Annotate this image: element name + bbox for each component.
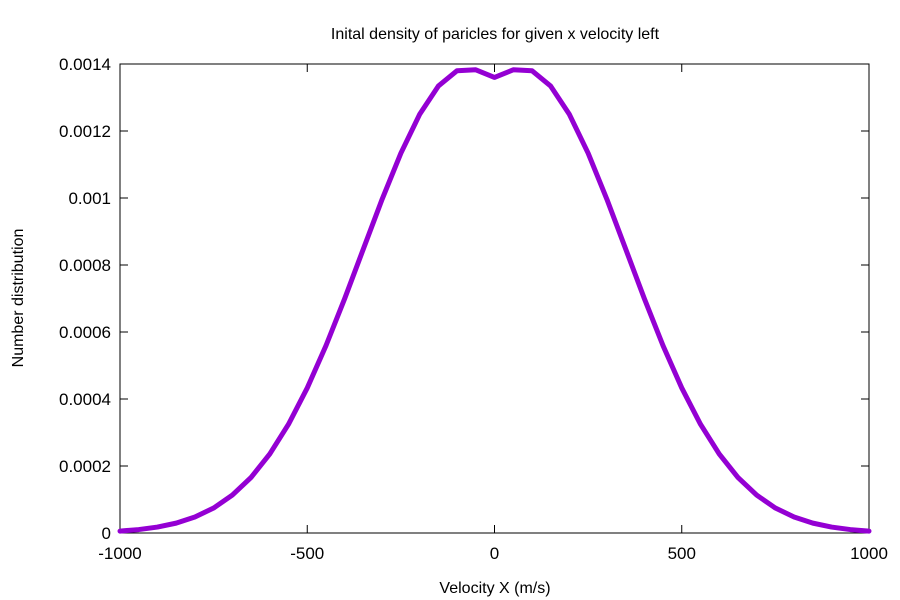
x-tick-label: 0 [490, 544, 499, 563]
y-tick-label: 0.0002 [59, 457, 111, 476]
series-layer [117, 67, 872, 534]
x-axis: -1000 -500 0 500 1000 [98, 64, 888, 563]
series-line-distribution [117, 67, 872, 534]
y-tick-label: 0.0014 [59, 55, 111, 74]
y-tick-label: 0.0012 [59, 122, 111, 141]
y-tick-label: 0.0006 [59, 323, 111, 342]
y-tick-label: 0.0004 [59, 390, 111, 409]
plot-frame [119, 63, 870, 534]
x-tick-label: -1000 [98, 544, 141, 563]
y-tick-label: 0.0008 [59, 256, 111, 275]
x-axis-label: Velocity X (m/s) [439, 580, 550, 597]
x-tick-label: -500 [290, 544, 324, 563]
chart-title: Inital density of paricles for given x v… [331, 26, 660, 43]
plot-border [119, 63, 870, 534]
y-axis-label: Number distribution [10, 229, 27, 368]
y-tick-label: 0 [102, 524, 111, 543]
y-axis: 0 0.0002 0.0004 0.0006 0.0008 0.001 0.0012 0.00… [59, 55, 869, 543]
x-tick-label: 500 [668, 544, 696, 563]
y-tick-label: 0.001 [68, 189, 111, 208]
x-tick-label: 1000 [850, 544, 888, 563]
